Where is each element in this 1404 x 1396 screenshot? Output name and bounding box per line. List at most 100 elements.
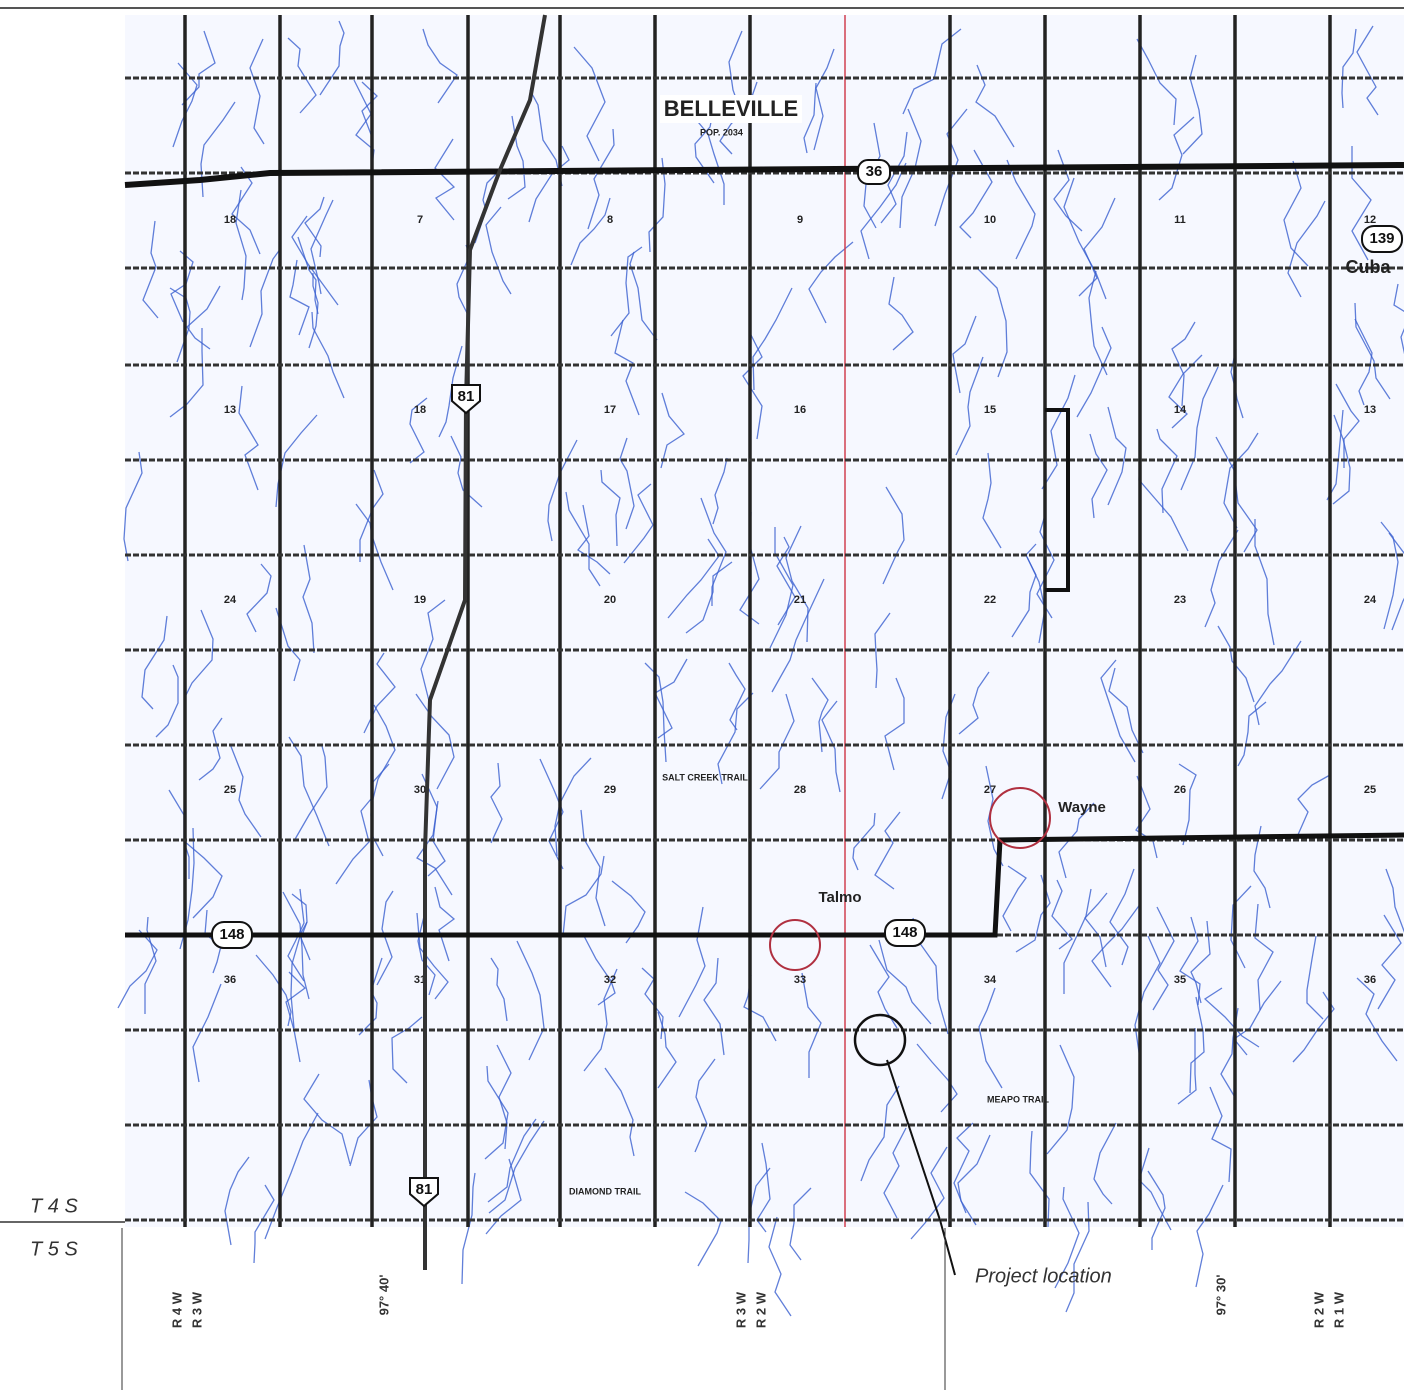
stream	[953, 1122, 974, 1214]
stream	[1223, 432, 1259, 529]
stream	[1388, 532, 1404, 631]
stream	[1177, 1028, 1197, 1105]
stream	[1147, 1170, 1166, 1250]
trail-name: SALT CREEK TRAIL	[662, 772, 748, 782]
stream	[1356, 977, 1398, 1062]
stream	[488, 1120, 545, 1214]
section-number: 9	[797, 214, 803, 226]
stream	[1326, 409, 1344, 501]
township-label: T 4 S	[30, 1195, 78, 1217]
stream	[539, 758, 564, 870]
stream	[752, 287, 793, 391]
section-number: 11	[1174, 214, 1186, 226]
stream	[290, 921, 308, 1029]
stream	[565, 491, 601, 587]
stream	[1109, 868, 1135, 966]
stream	[742, 330, 763, 440]
stream	[959, 149, 993, 239]
range-label: R 3 W	[733, 1291, 748, 1328]
section-number: 28	[794, 784, 806, 796]
stream	[249, 247, 282, 348]
stream	[808, 241, 854, 324]
stream	[821, 700, 841, 793]
stream	[289, 259, 310, 336]
stream	[1230, 885, 1252, 969]
section-number: 13	[1364, 404, 1376, 416]
stream	[785, 525, 809, 643]
stream	[391, 1016, 423, 1084]
stream	[409, 397, 428, 464]
stream	[308, 273, 319, 349]
stream	[1204, 529, 1239, 628]
leader-line	[886, 1059, 956, 1276]
stream	[1190, 920, 1211, 1004]
section-number: 34	[984, 974, 997, 986]
stream	[1156, 428, 1178, 514]
highway-148	[125, 832, 1404, 938]
township-label: T 5 S	[30, 1238, 78, 1260]
longitude-label: 97° 40'	[376, 1275, 391, 1316]
trail-name: DIAMOND TRAIL	[569, 1186, 641, 1196]
stream	[694, 1058, 716, 1153]
stream	[415, 693, 455, 790]
stream	[562, 855, 605, 937]
stream	[485, 206, 512, 295]
stream	[224, 1156, 250, 1246]
stream	[141, 615, 168, 710]
section-number: 35	[1174, 974, 1186, 986]
section-number: 19	[414, 594, 426, 606]
stream	[717, 692, 754, 785]
stream	[1306, 935, 1324, 1020]
route-shield	[884, 919, 926, 947]
stream	[461, 1172, 476, 1285]
stream	[577, 504, 611, 575]
town-name: Wayne	[1058, 799, 1106, 816]
stream	[811, 677, 829, 753]
stream	[1287, 200, 1326, 298]
section-number: 8	[607, 214, 613, 226]
stream	[768, 1216, 792, 1317]
range-label: R 3 W	[189, 1291, 204, 1328]
county-road	[1045, 408, 1070, 592]
stream	[685, 561, 733, 634]
stream	[253, 1184, 275, 1264]
stream	[291, 215, 339, 306]
stream	[1051, 879, 1073, 950]
stream	[573, 46, 606, 162]
stream	[420, 599, 446, 702]
stream	[434, 138, 456, 221]
stream	[1233, 980, 1282, 1056]
stream	[869, 944, 898, 1029]
stream	[982, 452, 1002, 549]
population: POP. 2034	[700, 127, 743, 137]
route-shield	[857, 159, 891, 185]
stream	[910, 1146, 948, 1240]
stream	[759, 693, 795, 790]
town-name: BELLEVILLE	[664, 96, 798, 121]
section-number: 29	[604, 784, 616, 796]
stream	[712, 457, 728, 525]
stream	[181, 30, 216, 106]
stream	[547, 439, 578, 542]
stream	[416, 800, 453, 896]
stream	[978, 987, 1003, 1089]
stream	[888, 276, 914, 351]
stream	[1189, 996, 1205, 1094]
stream	[142, 220, 159, 319]
stream	[1058, 802, 1095, 879]
stream	[1063, 888, 1092, 994]
stream	[434, 886, 456, 962]
stream	[1107, 406, 1127, 506]
stream	[1041, 374, 1076, 490]
stream	[614, 319, 640, 416]
section-number: 25	[1364, 784, 1376, 796]
section-numbers: 18 7 8 9 10 11 12 13 18 17 16 15 14 13 24 19 20 21 22 23 24 2…	[224, 214, 1377, 986]
stream	[1108, 667, 1144, 754]
stream	[1215, 436, 1258, 553]
stream	[249, 38, 265, 145]
stream	[611, 880, 646, 944]
route-label: 139	[1369, 230, 1394, 247]
stream	[1341, 28, 1357, 109]
stream	[641, 967, 664, 1040]
